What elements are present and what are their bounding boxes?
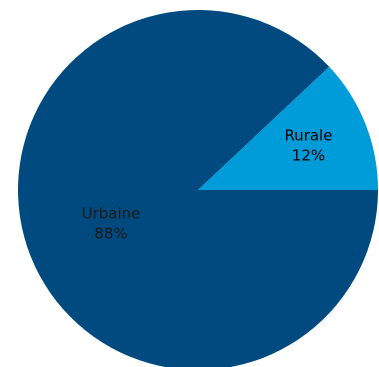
pie-labels: Urbaine 88% Rurale 12% (82, 126, 333, 242)
pie-slice-urbaine (18, 10, 378, 367)
slice-value-rurale: 12% (292, 146, 325, 164)
pie-slices (18, 10, 378, 367)
pie-slice-rurale (198, 66, 378, 190)
slice-label-urbaine: Urbaine (82, 204, 141, 222)
slice-value-urbaine: 88% (94, 224, 127, 242)
slice-label-rurale: Rurale (284, 126, 332, 144)
